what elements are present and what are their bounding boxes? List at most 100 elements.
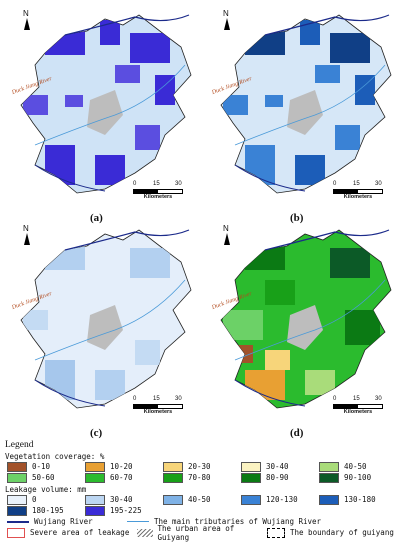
urban-area: [287, 305, 323, 350]
vegetation-legend: 0-10 10-20 20-30 30-40 40-50 50-60 60-70 70-80 8…: [7, 461, 400, 483]
scale-bar: 0 15 30 Kilometers: [133, 396, 183, 415]
leakage-swatch: [319, 494, 339, 505]
scale-unit: Kilometers: [343, 409, 373, 415]
vegetation-item: 50-60: [7, 472, 85, 483]
leakage-swatch: [241, 494, 261, 505]
scale-tick-30: 30: [375, 396, 382, 402]
vegetation-item: 80-90: [241, 472, 319, 483]
leakage-item-label: 40-50: [188, 495, 211, 504]
leakage-item: 0: [7, 494, 85, 505]
vegetation-item-label: 40-50: [344, 462, 367, 471]
leakage-swatch: [7, 505, 27, 516]
urban-area: [87, 90, 123, 135]
north-label: N: [23, 9, 29, 18]
vegetation-item-label: 10-20: [110, 462, 133, 471]
vegetation-item: 60-70: [85, 472, 163, 483]
leakage-patches: [223, 20, 375, 185]
scale-bar: 0 15 30 Kilometers: [133, 181, 183, 200]
leakage-swatch: [85, 505, 105, 516]
area-item: The urban area of Guiyang: [137, 524, 267, 542]
map-a-svg: [20, 14, 192, 194]
line-item: Wujiang River: [7, 516, 127, 527]
wujiang-river: [264, 14, 390, 36]
vegetation-swatch: [85, 461, 105, 472]
area-item-label: The boundary of guiyang: [290, 528, 394, 537]
vegetation-swatch: [319, 461, 339, 472]
map-c-svg: [20, 229, 192, 409]
leakage-swatch: [85, 494, 105, 505]
caption-d: (d): [290, 427, 304, 439]
vegetation-swatch: [7, 472, 27, 483]
area-swatch: [137, 528, 153, 537]
vegetation-swatch: [241, 461, 261, 472]
north-arrow-icon: [24, 18, 30, 30]
vegetation-item-label: 0-10: [32, 462, 51, 471]
tributary: [34, 64, 186, 146]
vegetation-item: 70-80: [163, 472, 241, 483]
wujiang-river: [64, 14, 190, 36]
scale-tick-30: 30: [175, 396, 182, 402]
map-d-svg: [220, 229, 392, 409]
vegetation-item-label: 60-70: [110, 473, 133, 482]
vegetation-item: 20-30: [163, 461, 241, 472]
wujiang-river-south: [234, 379, 306, 407]
leakage-item: 130-180: [319, 494, 397, 505]
leakage-item-label: 130-180: [344, 495, 376, 504]
vegetation-swatch: [85, 472, 105, 483]
leakage-swatch: [7, 494, 27, 505]
area-item: Severe area of leakage: [7, 527, 137, 538]
wujiang-river-south: [34, 379, 106, 407]
vegetation-item-label: 50-60: [32, 473, 55, 482]
north-label: N: [223, 224, 229, 233]
scale-bar: 0 15 30 Kilometers: [333, 181, 383, 200]
leakage-item: 180-195: [7, 505, 85, 516]
wujiang-river: [264, 229, 390, 251]
leakage-swatch: [163, 494, 183, 505]
caption-c: (c): [90, 427, 103, 439]
north-arrow-icon: [224, 18, 230, 30]
vegetation-item: 40-50: [319, 461, 397, 472]
leakage-title: Leakage volume: mm: [5, 485, 87, 494]
line-legend: Wujiang River The main tributaries of Wuj…: [7, 516, 400, 527]
leakage-item-label: 30-40: [110, 495, 133, 504]
caption-a: (a): [90, 212, 103, 224]
vegetation-item: 0-10: [7, 461, 85, 472]
north-arrow-icon: [24, 233, 30, 245]
vegetation-item-label: 90-100: [344, 473, 372, 482]
north-label: N: [223, 9, 229, 18]
scale-unit: Kilometers: [143, 194, 173, 200]
wujiang-river-south: [234, 164, 306, 192]
leakage-legend: 0 30-40 40-50 120-130 130-180 180-195 195-225: [7, 494, 400, 516]
vegetation-item: 30-40: [241, 461, 319, 472]
leakage-item-label: 195-225: [110, 506, 142, 515]
legend: Legend Vegetation coverage: % 0-10 10-20 2…: [5, 440, 400, 542]
tributary: [234, 279, 386, 361]
scale-tick-0: 0: [133, 181, 137, 187]
leakage-patches: [23, 240, 170, 400]
line-item-label: The main tributaries of Wujiang River: [154, 517, 322, 526]
scale-tick-30: 30: [375, 181, 382, 187]
area-item-label: The urban area of Guiyang: [157, 523, 235, 542]
wujiang-river: [64, 229, 190, 251]
line-item-label: Wujiang River: [34, 517, 93, 526]
map-panel-a: N Duck Jiang River 0 15 30 Kilometers (a…: [5, 5, 195, 224]
area-swatch: [267, 527, 285, 538]
vegetation-item: 90-100: [319, 472, 397, 483]
scale-tick-30: 30: [175, 181, 182, 187]
vegetation-title: Vegetation coverage: %: [5, 452, 105, 461]
leakage-item-label: 0: [32, 495, 37, 504]
vegetation-swatch: [7, 461, 27, 472]
leakage-item: 30-40: [85, 494, 163, 505]
leakage-item: 120-130: [241, 494, 319, 505]
caption-b: (b): [290, 212, 304, 224]
urban-area: [87, 305, 123, 350]
map-panel-d: N Duck Jiang River 0 15 30 Kilometers (d…: [205, 220, 395, 439]
vegetation-item: 10-20: [85, 461, 163, 472]
scale-tick-15: 15: [353, 181, 360, 187]
line-item: The main tributaries of Wujiang River: [127, 516, 387, 527]
legend-title: Legend: [5, 440, 34, 450]
tributary: [234, 64, 386, 146]
line-swatch: [7, 520, 29, 523]
vegetation-swatch: [241, 472, 261, 483]
map-panel-b: N Duck Jiang River 0 15 30 Kilometers (b…: [205, 5, 395, 224]
